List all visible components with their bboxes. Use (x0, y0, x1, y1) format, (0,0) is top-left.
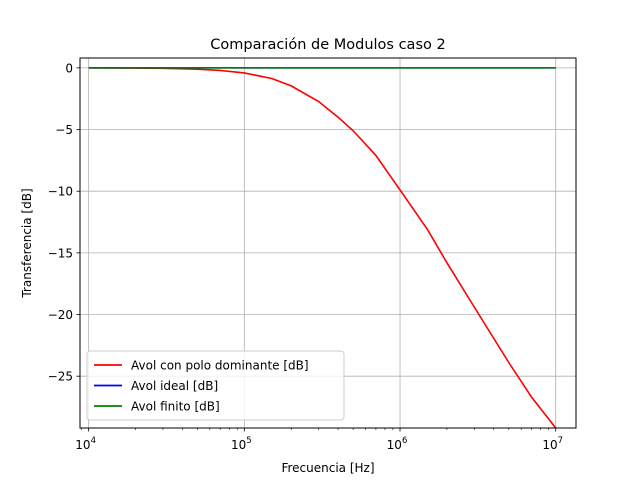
y-tick-label: 0 (65, 61, 73, 75)
y-axis: 0 −5 −10 −15 −20 −25 (48, 61, 80, 384)
legend-label-1: Avol con polo dominante [dB] (131, 359, 309, 373)
plot-area (88, 67, 557, 428)
x-axis: 104 105 106 107 (75, 428, 563, 452)
y-tick-label: −10 (48, 185, 73, 199)
x-tick-label: 107 (542, 436, 563, 452)
x-tick-label: 105 (231, 436, 252, 452)
x-axis-label: Frecuencia [Hz] (281, 461, 374, 475)
legend: Avol con polo dominante [dB] Avol ideal [… (86, 350, 345, 421)
y-tick-label: −5 (55, 123, 73, 137)
plot-frame (79, 57, 577, 429)
y-tick-label: −15 (48, 246, 73, 260)
y-tick-label: −20 (48, 308, 73, 322)
series-line-1 (88, 67, 557, 428)
minor-ticks (81, 428, 549, 430)
y-axis-label: Transferencia [dB] (20, 188, 34, 298)
y-tick-label: −25 (48, 370, 73, 384)
chart-title: Comparación de Modulos caso 2 (210, 37, 445, 53)
x-tick-label: 104 (75, 436, 96, 452)
legend-label-3: Avol finito [dB] (131, 400, 220, 414)
legend-box (86, 350, 345, 421)
x-tick-label: 106 (387, 436, 408, 452)
legend-label-2: Avol ideal [dB] (131, 379, 218, 393)
